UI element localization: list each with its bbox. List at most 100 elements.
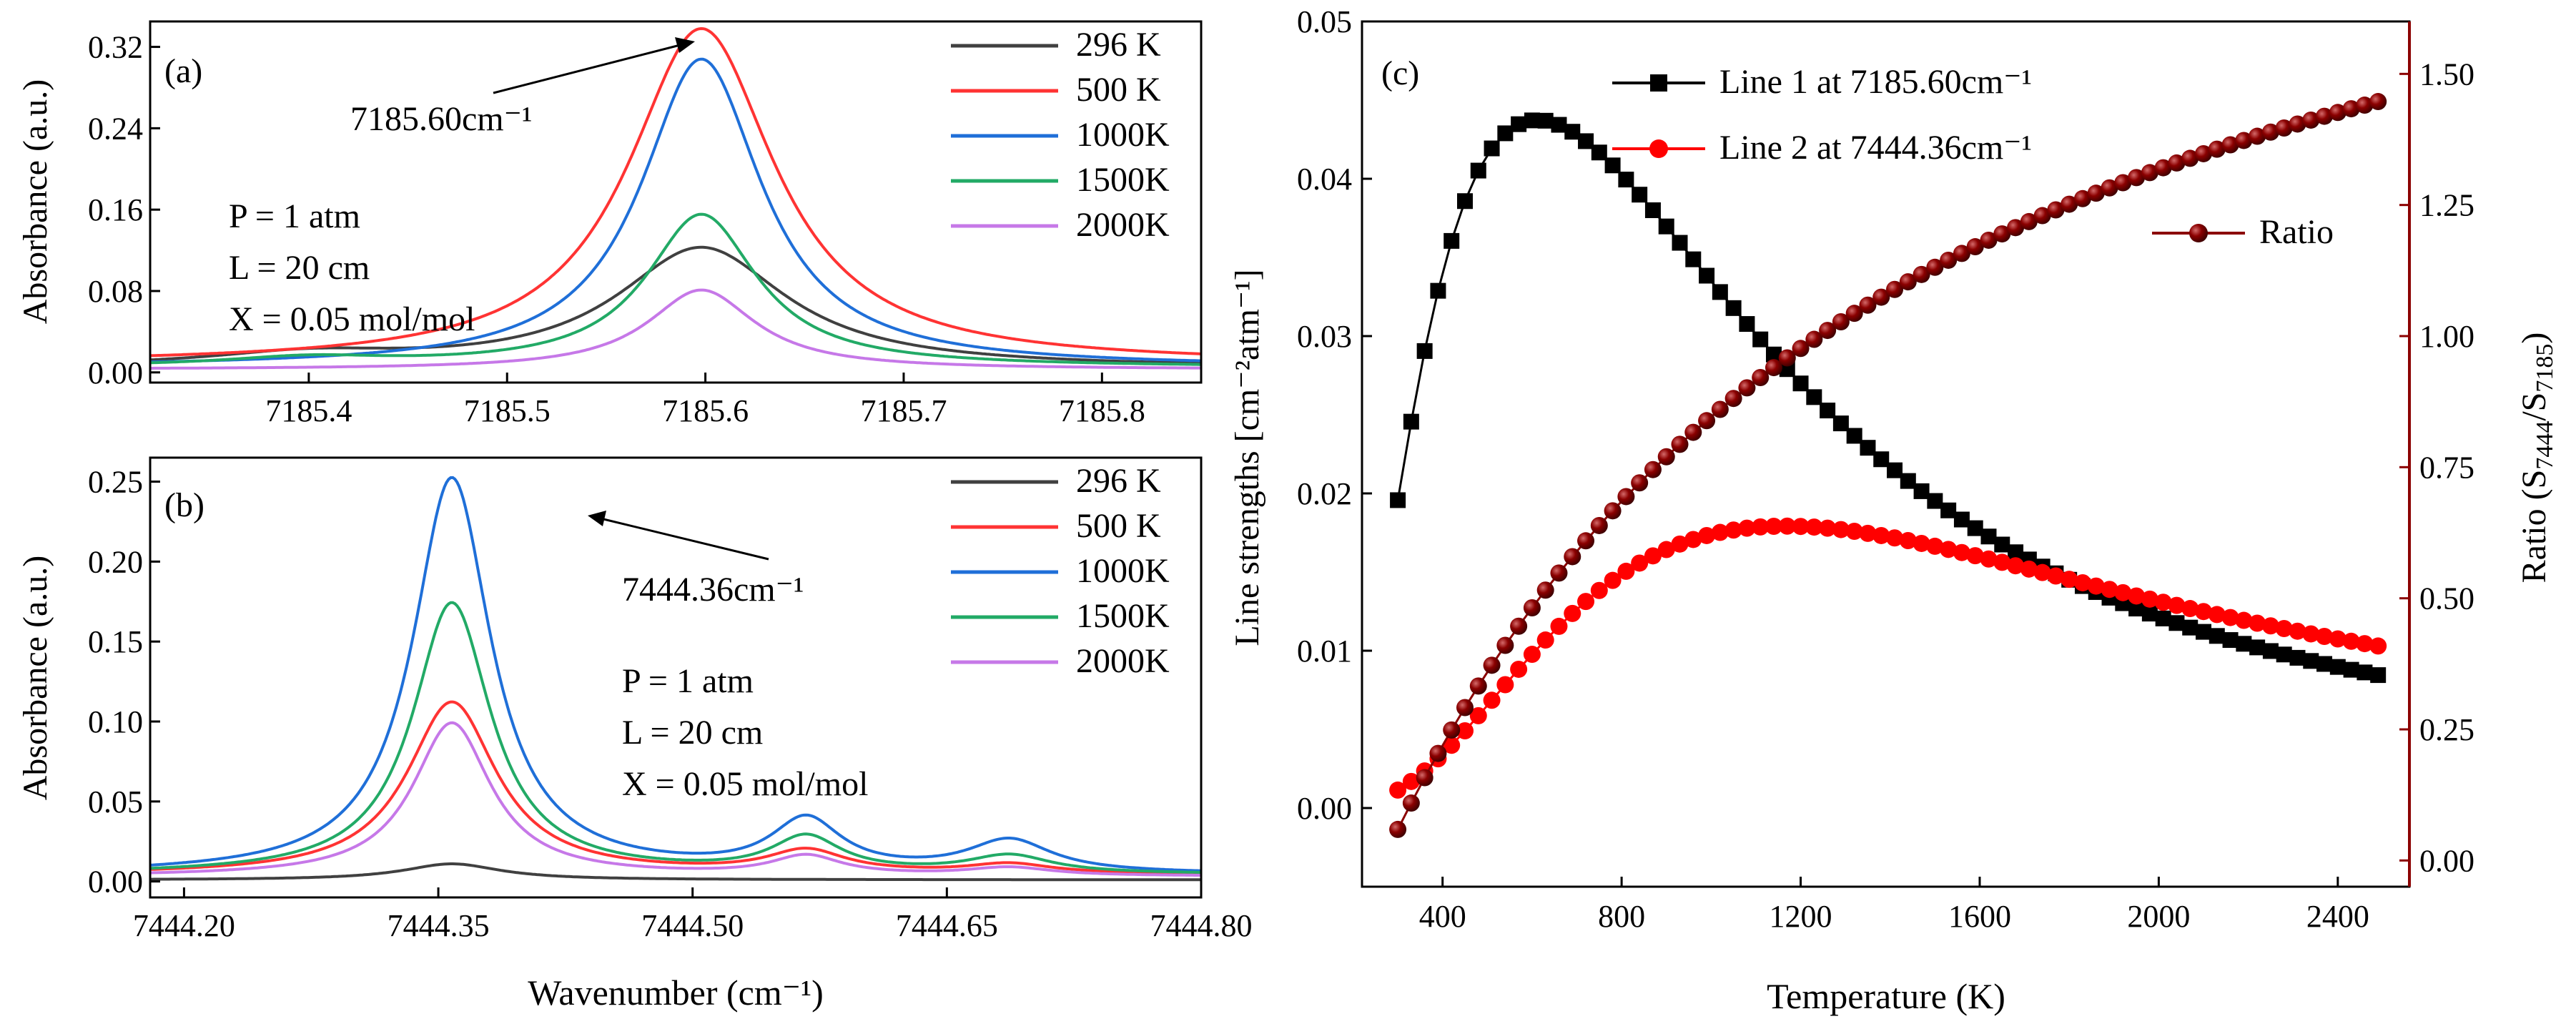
c-series-0-point bbox=[2303, 653, 2319, 669]
panel-b-xlabel: Wavenumber (cm⁻¹) bbox=[528, 973, 824, 1013]
b-legend-label: 296 K bbox=[1076, 462, 1161, 500]
c-series-1-point bbox=[1657, 541, 1675, 558]
c-series-0-point bbox=[1820, 403, 1836, 419]
c-series-1-point bbox=[2007, 557, 2025, 575]
c-series-0-point bbox=[1832, 415, 1849, 432]
c-ytick-right-label: 1.25 bbox=[2419, 188, 2474, 223]
c-series-1-point bbox=[1752, 518, 1770, 536]
c-series-0-point bbox=[1416, 343, 1433, 359]
c-ytick-label: 0.05 bbox=[1297, 4, 1352, 39]
panel-c-xlabel: Temperature (K) bbox=[1767, 976, 2005, 1016]
c-series-1-point bbox=[2154, 594, 2172, 611]
c-series-1-point bbox=[1724, 521, 1742, 539]
c-series-1-point bbox=[1631, 554, 1649, 572]
c-series-0-point bbox=[2128, 601, 2145, 617]
c-series-2-point bbox=[2007, 219, 2025, 237]
c-series-1-point bbox=[1819, 519, 1837, 537]
c-series-0-point bbox=[1658, 218, 1674, 235]
panel-c-ylabel: Line strengths [cm⁻²atm⁻¹] bbox=[1228, 269, 1266, 646]
c-series-2-point bbox=[1940, 251, 1958, 269]
c-series-1-point bbox=[1765, 517, 1782, 535]
c-series-2-point bbox=[1496, 636, 1514, 654]
c-series-0-point bbox=[2141, 606, 2158, 622]
c-series-1-line bbox=[1397, 525, 2379, 792]
c-series-0-point bbox=[1806, 389, 1822, 405]
panel-a-label: (a) bbox=[164, 52, 202, 90]
c-series-2-point bbox=[2061, 195, 2078, 213]
b-legend-label: 1000K bbox=[1076, 552, 1170, 590]
c-series-2-point bbox=[2249, 127, 2266, 145]
panel-c-ylabel-right: Ratio (S7444/S7185) bbox=[2515, 333, 2558, 584]
c-series-0-point bbox=[1953, 511, 1970, 528]
c-series-2-point bbox=[1523, 599, 1541, 617]
c-series-0-point bbox=[1739, 316, 1755, 333]
c-series-2-point bbox=[1510, 617, 1528, 635]
a-ytick-label: 0.24 bbox=[88, 111, 143, 146]
c-series-1-point bbox=[1845, 523, 1863, 541]
c-series-0-point bbox=[1511, 116, 1527, 132]
c-ytick-label: 0.00 bbox=[1297, 791, 1352, 826]
c-series-0-point bbox=[2168, 615, 2185, 631]
c-series-0-point bbox=[1765, 346, 1782, 363]
panel-a-condition-pressure: P = 1 atm bbox=[229, 197, 360, 235]
c-series-0-point bbox=[1484, 140, 1500, 157]
panel-a-arrowhead bbox=[675, 37, 695, 53]
panel-a-frame bbox=[149, 20, 1203, 384]
c-series-1-point bbox=[1564, 604, 1581, 622]
panel-a-condition-fraction: X = 0.05 mol/mol bbox=[229, 300, 475, 338]
b-xtick-label: 7444.50 bbox=[641, 908, 744, 943]
b-legend-label: 1500K bbox=[1076, 597, 1170, 635]
c-series-2-point bbox=[1859, 296, 1877, 314]
c-series-0-point bbox=[1524, 112, 1540, 129]
panel-b-peak-annotation: 7444.36cm⁻¹ bbox=[622, 571, 804, 609]
c-series-2-point bbox=[2275, 119, 2293, 137]
c-series-1-point bbox=[2302, 625, 2320, 643]
panel-a-legend: 296 K 500 K 1000K 1500K 2000K bbox=[951, 26, 1170, 244]
c-series-1-point bbox=[2342, 632, 2360, 650]
panel-c-legend: Line 1 at 7185.60cm⁻¹ Line 2 at 7444.36cm… bbox=[1612, 63, 2334, 251]
c-series-2-point bbox=[1752, 369, 1770, 387]
c-series-1-point bbox=[2047, 567, 2065, 585]
c-series-1-point bbox=[1469, 706, 1487, 724]
c-series-0-point bbox=[1967, 520, 1983, 536]
c-series-1-point bbox=[2261, 617, 2279, 635]
panel-a-peak-annotation: 7185.60cm⁻¹ bbox=[350, 100, 532, 138]
c-series-0-point bbox=[1470, 162, 1486, 179]
panel-b-condition-pressure: P = 1 atm bbox=[622, 662, 754, 700]
c-series-0-point bbox=[2370, 667, 2387, 684]
c-legend-label: Line 2 at 7444.36cm⁻¹ bbox=[1719, 129, 2032, 167]
c-series-2-point bbox=[1953, 245, 1970, 262]
c-series-0-point bbox=[1591, 144, 1607, 161]
c-ytick-label: 0.02 bbox=[1297, 476, 1352, 511]
c-legend-marker bbox=[2189, 224, 2208, 242]
c-series-0-point bbox=[1685, 251, 1702, 267]
c-series-1-point bbox=[1980, 550, 1998, 568]
c-series-2-point bbox=[1819, 322, 1837, 340]
c-series-0-point bbox=[2316, 656, 2333, 672]
c-series-1-point bbox=[1684, 531, 1702, 548]
c-series-2-point bbox=[1443, 721, 1461, 739]
c-series-0-point bbox=[1551, 117, 1567, 133]
c-series-2-point bbox=[1456, 699, 1474, 717]
c-legend-marker bbox=[1649, 139, 1668, 158]
c-series-2-point bbox=[1913, 265, 1930, 283]
c-series-0-point bbox=[1900, 473, 1916, 489]
c-series-1-point bbox=[1536, 631, 1554, 649]
c-series-0-point bbox=[1712, 284, 1728, 300]
c-series-1-point bbox=[2033, 563, 2051, 581]
c-series-2-point bbox=[1899, 273, 1917, 291]
c-ytick-label: 0.03 bbox=[1297, 319, 1352, 354]
c-xtick-label: 2400 bbox=[2306, 899, 2369, 934]
c-series-2-point bbox=[1765, 359, 1782, 377]
c-series-1-point bbox=[1617, 562, 1635, 580]
c-ytick-right-label: 1.50 bbox=[2419, 56, 2474, 92]
c-series-0-point bbox=[1752, 331, 1769, 348]
c-series-1-point bbox=[1483, 691, 1501, 709]
b-xtick-label: 7444.20 bbox=[133, 908, 235, 943]
c-series-0-point bbox=[1980, 528, 1997, 545]
c-xtick-label: 800 bbox=[1598, 899, 1645, 934]
c-series-0-point bbox=[1390, 492, 1406, 508]
b-ytick-label: 0.05 bbox=[88, 784, 143, 819]
c-series-0-point bbox=[1913, 483, 1930, 499]
b-legend-label: 500 K bbox=[1076, 507, 1161, 545]
